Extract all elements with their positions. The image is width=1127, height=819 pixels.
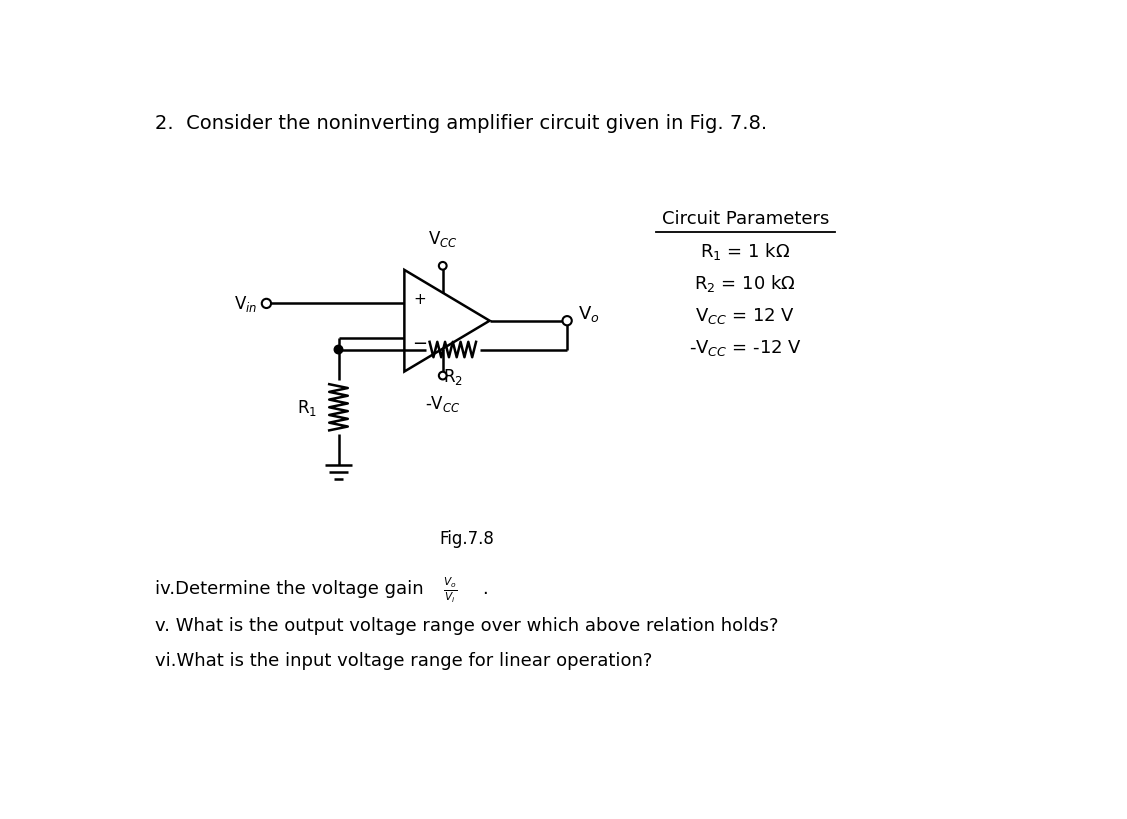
Text: R$_2$: R$_2$ [443, 367, 463, 387]
Circle shape [261, 300, 272, 309]
Text: -V$_{CC}$ = -12 V: -V$_{CC}$ = -12 V [689, 337, 801, 357]
Text: V$_{in}$: V$_{in}$ [233, 294, 257, 314]
Text: vi.What is the input voltage range for linear operation?: vi.What is the input voltage range for l… [154, 651, 653, 669]
Text: V$_{CC}$: V$_{CC}$ [428, 229, 458, 249]
Circle shape [438, 263, 446, 270]
Text: -V$_{CC}$: -V$_{CC}$ [425, 394, 461, 414]
Text: v. What is the output voltage range over which above relation holds?: v. What is the output voltage range over… [154, 616, 779, 634]
Circle shape [335, 346, 343, 355]
Circle shape [438, 373, 446, 380]
Text: iv.Determine the voltage gain: iv.Determine the voltage gain [154, 579, 429, 597]
Text: R$_2$ = 10 kΩ: R$_2$ = 10 kΩ [694, 273, 797, 294]
Text: $\frac{V_o}{V_i}$: $\frac{V_o}{V_i}$ [443, 575, 458, 604]
Text: Fig.7.8: Fig.7.8 [438, 529, 494, 547]
Text: .: . [482, 579, 488, 597]
Text: R$_1$: R$_1$ [296, 398, 317, 418]
Text: +: + [414, 292, 426, 307]
Text: V$_{CC}$ = 12 V: V$_{CC}$ = 12 V [695, 305, 796, 325]
Text: 2.  Consider the noninverting amplifier circuit given in Fig. 7.8.: 2. Consider the noninverting amplifier c… [154, 114, 767, 133]
Text: V$_o$: V$_o$ [578, 304, 600, 324]
Circle shape [562, 317, 571, 326]
Text: Circuit Parameters: Circuit Parameters [662, 210, 829, 228]
Text: R$_1$ = 1 kΩ: R$_1$ = 1 kΩ [700, 241, 790, 261]
Text: −: − [412, 334, 427, 352]
